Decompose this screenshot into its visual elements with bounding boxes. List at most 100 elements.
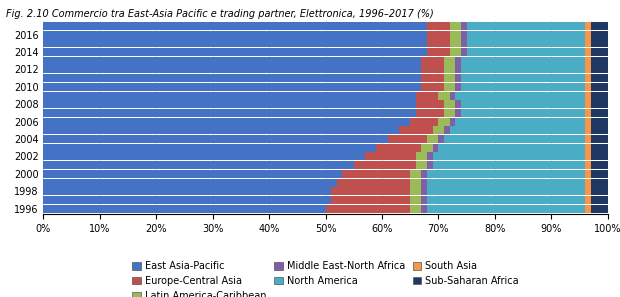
Bar — [416, 109, 444, 117]
Bar — [422, 196, 427, 204]
Bar — [585, 40, 591, 48]
Bar — [43, 135, 388, 143]
Bar — [388, 135, 427, 143]
Bar — [461, 40, 467, 48]
Bar — [438, 144, 585, 152]
Bar — [461, 31, 467, 39]
Bar — [438, 135, 444, 143]
Bar — [591, 196, 608, 204]
Bar — [427, 135, 438, 143]
Bar — [455, 57, 461, 65]
Bar — [450, 118, 455, 126]
Bar — [427, 196, 585, 204]
Bar — [422, 83, 444, 91]
Bar — [438, 91, 450, 99]
Bar — [342, 170, 410, 178]
Bar — [591, 161, 608, 169]
Bar — [450, 91, 455, 99]
Bar — [585, 187, 591, 195]
Bar — [467, 40, 585, 48]
Bar — [422, 74, 444, 82]
Bar — [410, 118, 438, 126]
Bar — [43, 170, 342, 178]
Bar — [43, 65, 422, 73]
Bar — [43, 161, 353, 169]
Bar — [444, 100, 455, 108]
Bar — [591, 65, 608, 73]
Bar — [43, 178, 337, 187]
Bar — [450, 40, 461, 48]
Bar — [416, 91, 438, 99]
Bar — [591, 91, 608, 99]
Bar — [43, 40, 427, 48]
Bar — [444, 126, 449, 134]
Bar — [591, 126, 608, 134]
Bar — [591, 109, 608, 117]
Bar — [591, 57, 608, 65]
Bar — [410, 187, 422, 195]
Bar — [455, 118, 585, 126]
Bar — [585, 22, 591, 30]
Bar — [444, 65, 455, 73]
Bar — [427, 152, 433, 160]
Bar — [353, 161, 416, 169]
Bar — [585, 31, 591, 39]
Bar — [43, 187, 331, 195]
Bar — [427, 40, 450, 48]
Bar — [591, 48, 608, 56]
Bar — [585, 178, 591, 187]
Bar — [591, 31, 608, 39]
Bar — [585, 65, 591, 73]
Bar — [585, 118, 591, 126]
Bar — [591, 205, 608, 213]
Bar — [461, 57, 585, 65]
Bar — [585, 100, 591, 108]
Bar — [444, 135, 585, 143]
Bar — [585, 48, 591, 56]
Bar — [43, 83, 422, 91]
Bar — [461, 100, 585, 108]
Bar — [467, 22, 585, 30]
Bar — [43, 205, 326, 213]
Bar — [422, 144, 433, 152]
Bar — [591, 74, 608, 82]
Bar — [450, 126, 585, 134]
Bar — [422, 65, 444, 73]
Bar — [376, 144, 422, 152]
Bar — [455, 109, 461, 117]
Bar — [585, 57, 591, 65]
Bar — [433, 161, 585, 169]
Bar — [461, 109, 585, 117]
Bar — [427, 22, 450, 30]
Bar — [427, 187, 585, 195]
Bar — [43, 109, 416, 117]
Bar — [444, 74, 455, 82]
Bar — [43, 91, 416, 99]
Bar — [422, 170, 427, 178]
Bar — [591, 100, 608, 108]
Bar — [455, 91, 585, 99]
Bar — [591, 144, 608, 152]
Bar — [399, 126, 433, 134]
Bar — [422, 187, 427, 195]
Bar — [422, 178, 427, 187]
Bar — [43, 144, 376, 152]
Bar — [427, 31, 450, 39]
Bar — [585, 144, 591, 152]
Bar — [422, 57, 444, 65]
Bar — [433, 126, 444, 134]
Bar — [433, 144, 438, 152]
Bar — [410, 178, 422, 187]
Bar — [591, 170, 608, 178]
Bar — [331, 187, 410, 195]
Bar — [585, 135, 591, 143]
Bar — [427, 161, 433, 169]
Bar — [591, 178, 608, 187]
Bar — [43, 22, 427, 30]
Bar — [455, 100, 461, 108]
Bar — [43, 57, 422, 65]
Bar — [444, 83, 455, 91]
Bar — [591, 135, 608, 143]
Bar — [591, 22, 608, 30]
Bar — [585, 83, 591, 91]
